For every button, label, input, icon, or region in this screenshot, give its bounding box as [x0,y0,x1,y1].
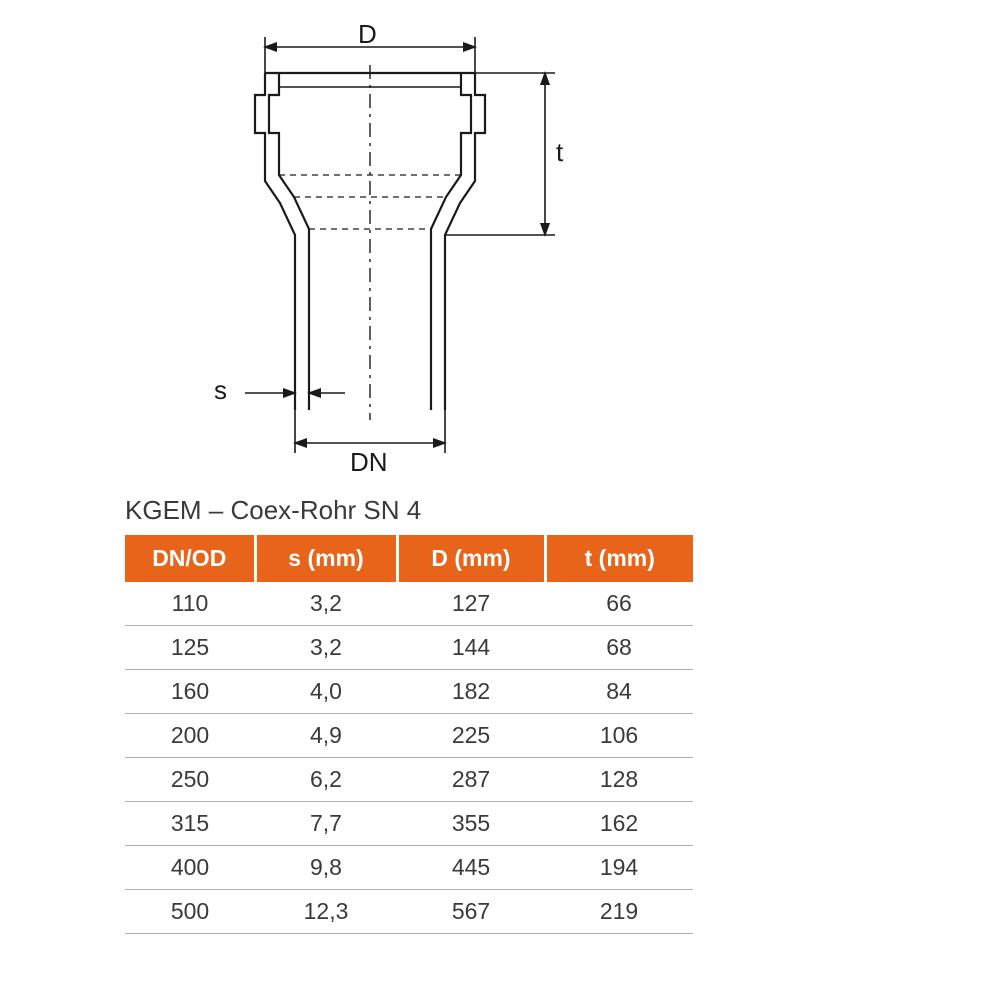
table-cell: 567 [397,890,545,934]
table-cell: 194 [545,846,693,890]
label-D: D [358,19,377,50]
pipe-diagram: D t s DN [190,25,690,465]
table-cell: 106 [545,714,693,758]
table-cell: 162 [545,802,693,846]
table-cell: 144 [397,626,545,670]
table-row: 50012,3567219 [125,890,693,934]
col-header-D: D (mm) [397,535,545,582]
table-cell: 128 [545,758,693,802]
table-cell: 4,0 [255,670,397,714]
col-header-s: s (mm) [255,535,397,582]
table-cell: 110 [125,582,255,626]
table-cell: 400 [125,846,255,890]
table-cell: 445 [397,846,545,890]
diagram-svg [190,25,690,465]
table-cell: 287 [397,758,545,802]
table-cell: 500 [125,890,255,934]
col-header-t: t (mm) [545,535,693,582]
table-cell: 9,8 [255,846,397,890]
label-s: s [214,375,227,406]
table-cell: 84 [545,670,693,714]
table-row: 1604,018284 [125,670,693,714]
label-DN: DN [350,447,388,478]
table-row: 1103,212766 [125,582,693,626]
table-cell: 160 [125,670,255,714]
table-cell: 66 [545,582,693,626]
table-cell: 6,2 [255,758,397,802]
table-row: 1253,214468 [125,626,693,670]
label-t: t [556,137,563,168]
table-cell: 200 [125,714,255,758]
table-row: 2004,9225106 [125,714,693,758]
table-cell: 315 [125,802,255,846]
table-cell: 4,9 [255,714,397,758]
table-cell: 3,2 [255,626,397,670]
col-header-dn: DN/OD [125,535,255,582]
table-cell: 182 [397,670,545,714]
table-cell: 250 [125,758,255,802]
table-cell: 225 [397,714,545,758]
table-title: KGEM – Coex-Rohr SN 4 [125,495,421,526]
table-cell: 125 [125,626,255,670]
spec-table: DN/OD s (mm) D (mm) t (mm) 1103,21276612… [125,535,693,934]
table-cell: 127 [397,582,545,626]
table-row: 3157,7355162 [125,802,693,846]
table-row: 4009,8445194 [125,846,693,890]
table-cell: 12,3 [255,890,397,934]
table-cell: 3,2 [255,582,397,626]
table-header-row: DN/OD s (mm) D (mm) t (mm) [125,535,693,582]
table-cell: 7,7 [255,802,397,846]
table-cell: 219 [545,890,693,934]
table-row: 2506,2287128 [125,758,693,802]
table-cell: 355 [397,802,545,846]
table-cell: 68 [545,626,693,670]
